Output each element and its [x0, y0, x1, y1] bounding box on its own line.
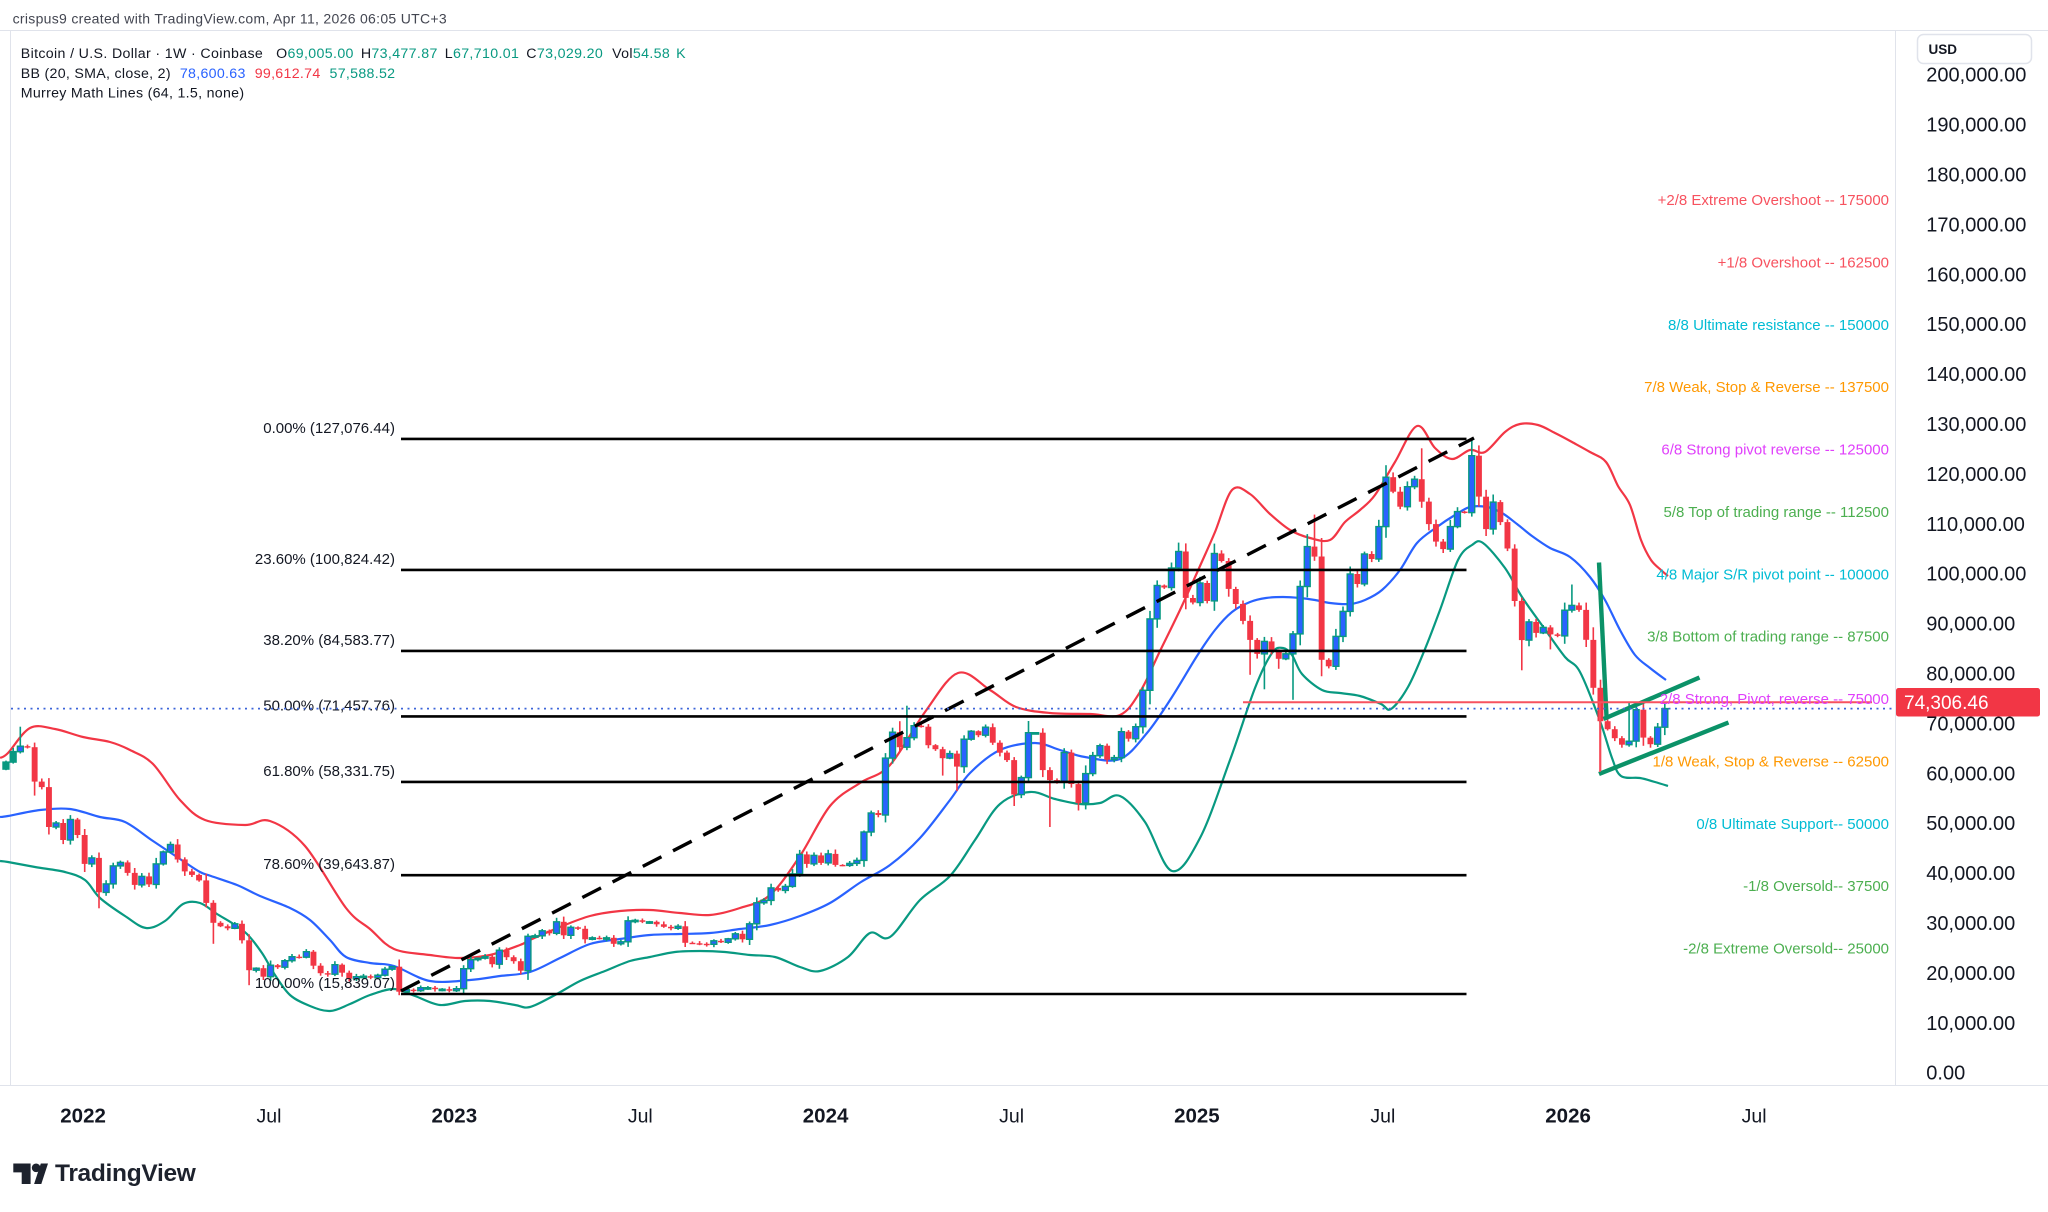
svg-text:140,000.00: 140,000.00 — [1926, 364, 2026, 386]
svg-text:10,000.00: 10,000.00 — [1926, 1013, 2015, 1035]
svg-text:-1/8 Oversold-- 37500: -1/8 Oversold-- 37500 — [1743, 878, 1889, 895]
svg-text:Murrey Math Lines (64, 1.5, no: Murrey Math Lines (64, 1.5, none) — [21, 86, 245, 102]
svg-text:+1/8 Overshoot -- 162500: +1/8 Overshoot -- 162500 — [1718, 254, 1889, 271]
svg-text:30,000.00: 30,000.00 — [1926, 913, 2015, 935]
svg-text:Jul: Jul — [1370, 1106, 1395, 1128]
svg-text:78.60% (39,643.87): 78.60% (39,643.87) — [263, 856, 395, 873]
svg-text:4/8 Major S/R pivot point --: 4/8 Major S/R pivot point -- 100000 — [1656, 566, 1889, 583]
svg-text:2022: 2022 — [60, 1105, 106, 1128]
svg-text:70,000.00: 70,000.00 — [1926, 713, 2015, 735]
svg-text:6/8 Strong pivot reverse -- 1: 6/8 Strong pivot reverse -- 125000 — [1661, 442, 1889, 459]
svg-text:2024: 2024 — [803, 1105, 849, 1128]
svg-text:BB (20, SMA, close, 2)78,600.6: BB (20, SMA, close, 2) 78,600.63 99,612.74… — [21, 66, 396, 82]
svg-text:2023: 2023 — [431, 1105, 477, 1128]
svg-text:120,000.00: 120,000.00 — [1926, 464, 2026, 486]
svg-text:Jul: Jul — [999, 1106, 1024, 1128]
svg-text:170,000.00: 170,000.00 — [1926, 214, 2026, 236]
svg-text:8/8 Ultimate resistance -- 15: 8/8 Ultimate resistance -- 150000 — [1668, 317, 1889, 334]
svg-text:130,000.00: 130,000.00 — [1926, 414, 2026, 436]
svg-text:1/8 Weak, Stop & Reverse -- 6: 1/8 Weak, Stop & Reverse -- 62500 — [1652, 753, 1889, 770]
svg-text:110,000.00: 110,000.00 — [1926, 514, 2025, 536]
svg-text:0/8 Ultimate Support-- 50000: 0/8 Ultimate Support-- 50000 — [1696, 816, 1889, 833]
svg-text:5/8 Top of trading range -- 1: 5/8 Top of trading range -- 112500 — [1664, 504, 1889, 521]
svg-text:60,000.00: 60,000.00 — [1926, 763, 2015, 785]
svg-text:38.20% (84,583.77): 38.20% (84,583.77) — [263, 632, 395, 649]
svg-text:USD: USD — [1929, 42, 1958, 57]
svg-text:20,000.00: 20,000.00 — [1926, 963, 2015, 985]
svg-text:74,306.46: 74,306.46 — [1904, 693, 1989, 714]
svg-text:2026: 2026 — [1545, 1105, 1591, 1128]
svg-text:61.80% (58,331.75): 61.80% (58,331.75) — [263, 763, 395, 780]
svg-text:crispus9 created with TradingV: crispus9 created with TradingView.com, A… — [13, 10, 447, 26]
svg-text:40,000.00: 40,000.00 — [1926, 863, 2015, 885]
svg-text:0.00: 0.00 — [1926, 1063, 1965, 1085]
svg-text:100.00% (15,839.07): 100.00% (15,839.07) — [255, 975, 395, 992]
svg-text:160,000.00: 160,000.00 — [1926, 264, 2026, 286]
svg-text:2025: 2025 — [1174, 1105, 1220, 1128]
svg-text:3/8 Bottom of trading range --: 3/8 Bottom of trading range -- 87500 — [1647, 629, 1889, 646]
svg-text:Jul: Jul — [257, 1106, 282, 1128]
svg-text:150,000.00: 150,000.00 — [1926, 314, 2026, 336]
svg-text:TradingView: TradingView — [55, 1160, 197, 1187]
svg-text:7/8 Weak, Stop & Reverse -- 1: 7/8 Weak, Stop & Reverse -- 137500 — [1644, 379, 1889, 396]
svg-text:50.00% (71,457.76): 50.00% (71,457.76) — [263, 697, 395, 714]
svg-text:50,000.00: 50,000.00 — [1926, 813, 2015, 835]
svg-text:-2/8 Extreme Oversold-- 25000: -2/8 Extreme Oversold-- 25000 — [1683, 941, 1889, 958]
svg-text:180,000.00: 180,000.00 — [1926, 165, 2026, 187]
svg-text:Jul: Jul — [1742, 1106, 1767, 1128]
svg-text:100,000.00: 100,000.00 — [1926, 564, 2026, 586]
svg-text:0.00% (127,076.44): 0.00% (127,076.44) — [263, 420, 395, 437]
svg-text:190,000.00: 190,000.00 — [1926, 115, 2026, 137]
svg-text:Bitcoin / U.S. Dollar · 1W · C: Bitcoin / U.S. Dollar · 1W · Coinbase O69… — [21, 46, 686, 62]
svg-text:23.60% (100,824.42): 23.60% (100,824.42) — [255, 551, 395, 568]
svg-text:200,000.00: 200,000.00 — [1926, 65, 2026, 87]
svg-text:90,000.00: 90,000.00 — [1926, 614, 2015, 636]
svg-text:Jul: Jul — [628, 1106, 653, 1128]
svg-text:+2/8 Extreme Overshoot -- 175: +2/8 Extreme Overshoot -- 175000 — [1658, 192, 1889, 209]
svg-text:2/8 Strong, Pivot, reverse --: 2/8 Strong, Pivot, reverse -- 75000 — [1660, 691, 1889, 708]
svg-text:80,000.00: 80,000.00 — [1926, 664, 2015, 686]
